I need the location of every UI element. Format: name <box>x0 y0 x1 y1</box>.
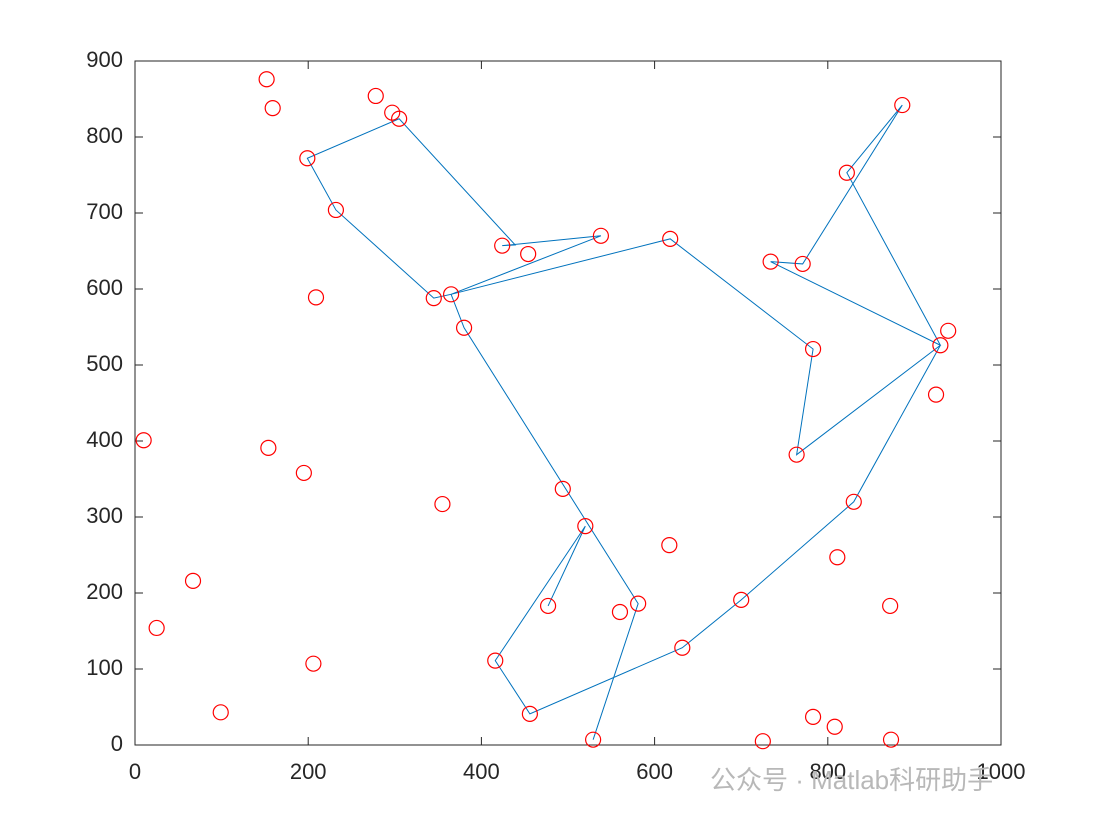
point <box>804 708 822 725</box>
point <box>425 290 442 307</box>
route-line <box>306 104 942 740</box>
point <box>327 201 345 219</box>
point <box>826 718 843 735</box>
y-tick-label: 100 <box>86 655 123 680</box>
y-tick-label: 500 <box>86 351 123 376</box>
point <box>940 322 957 339</box>
point <box>367 87 384 105</box>
point <box>630 595 647 612</box>
point <box>135 432 152 449</box>
y-tick-label: 400 <box>86 427 123 452</box>
point <box>299 150 316 167</box>
point <box>927 386 945 403</box>
point <box>592 227 610 244</box>
point <box>762 253 779 270</box>
point <box>577 518 594 535</box>
point <box>804 340 822 358</box>
y-tick-label: 600 <box>86 275 123 300</box>
point <box>455 319 473 336</box>
y-tick-label: 300 <box>86 503 123 528</box>
axes-box <box>134 60 1002 746</box>
point <box>260 439 277 456</box>
point <box>662 230 679 247</box>
x-tick-label: 600 <box>636 759 673 784</box>
y-tick-label: 700 <box>86 199 123 224</box>
point <box>829 549 846 566</box>
point <box>794 255 811 273</box>
point <box>520 245 537 263</box>
point <box>494 237 511 254</box>
point <box>838 164 855 181</box>
watermark: 公众号 · Matlab科研助手 <box>710 765 993 795</box>
y-tick-label: 900 <box>86 47 123 72</box>
point <box>554 480 571 497</box>
point <box>521 705 538 722</box>
x-tick-label: 200 <box>290 759 327 784</box>
x-tick-label: 1000 <box>977 759 1026 784</box>
y-tick-label: 800 <box>86 123 123 148</box>
point <box>754 733 771 750</box>
point <box>585 731 602 748</box>
point <box>661 537 678 554</box>
point <box>264 100 281 117</box>
plot-area: 0 200 400 600 800 1000 0 100 200 300 400 500 600 700 8… <box>86 47 1025 784</box>
point <box>845 493 862 510</box>
point <box>674 639 691 656</box>
point <box>932 337 949 354</box>
x-tick-label: 400 <box>463 759 500 784</box>
point <box>212 704 229 721</box>
point <box>307 289 325 306</box>
point <box>295 464 312 482</box>
point <box>539 597 557 615</box>
point <box>882 731 900 748</box>
point <box>391 110 408 127</box>
point <box>611 603 629 621</box>
y-tick-label: 200 <box>86 579 123 604</box>
point <box>487 652 504 669</box>
point <box>148 619 165 637</box>
y-tick-label: 0 <box>111 731 123 756</box>
point <box>894 96 911 114</box>
point <box>184 572 202 589</box>
point <box>788 446 805 463</box>
point <box>434 495 451 513</box>
point <box>258 71 275 88</box>
x-tick-label: 0 <box>129 759 141 784</box>
x-tick-label: 800 <box>809 759 846 784</box>
point <box>442 286 460 303</box>
point <box>305 655 322 672</box>
point <box>882 597 899 615</box>
point <box>733 591 750 608</box>
